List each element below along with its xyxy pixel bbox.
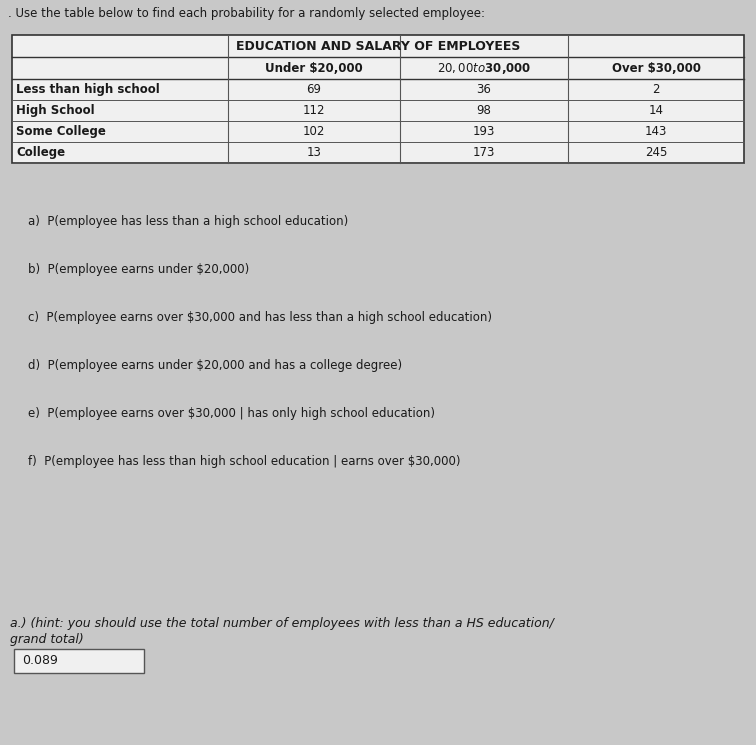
Text: 193: 193 <box>472 125 495 138</box>
Text: $20,00 to $30,000: $20,00 to $30,000 <box>437 60 531 75</box>
Text: f)  P(employee has less than high school education | earns over $30,000): f) P(employee has less than high school … <box>28 455 460 468</box>
Text: 98: 98 <box>476 104 491 117</box>
Text: Over $30,000: Over $30,000 <box>612 62 701 74</box>
Text: a.) (hint: you should use the total number of employees with less than a HS educ: a.) (hint: you should use the total numb… <box>10 617 554 630</box>
Text: 0.089: 0.089 <box>22 655 58 668</box>
Bar <box>14 649 144 673</box>
Text: a)  P(employee has less than a high school education): a) P(employee has less than a high schoo… <box>28 215 349 228</box>
Text: Some College: Some College <box>16 125 106 138</box>
Text: b)  P(employee earns under $20,000): b) P(employee earns under $20,000) <box>28 263 249 276</box>
Text: e)  P(employee earns over $30,000 | has only high school education): e) P(employee earns over $30,000 | has o… <box>28 407 435 420</box>
Bar <box>12 35 744 163</box>
Text: 173: 173 <box>472 146 495 159</box>
Text: College: College <box>16 146 65 159</box>
Text: 112: 112 <box>302 104 325 117</box>
Text: 14: 14 <box>649 104 664 117</box>
Text: High School: High School <box>16 104 94 117</box>
Text: grand total): grand total) <box>10 633 84 646</box>
Text: EDUCATION AND SALARY OF EMPLOYEES: EDUCATION AND SALARY OF EMPLOYEES <box>236 39 520 52</box>
Text: 143: 143 <box>645 125 668 138</box>
Text: 69: 69 <box>306 83 321 96</box>
Text: c)  P(employee earns over $30,000 and has less than a high school education): c) P(employee earns over $30,000 and has… <box>28 311 492 324</box>
Text: . Use the table below to find each probability for a randomly selected employee:: . Use the table below to find each proba… <box>8 7 485 20</box>
Text: 2: 2 <box>652 83 660 96</box>
Text: 13: 13 <box>307 146 321 159</box>
Text: 36: 36 <box>476 83 491 96</box>
Text: 102: 102 <box>303 125 325 138</box>
Text: Under $20,000: Under $20,000 <box>265 62 363 74</box>
Text: Less than high school: Less than high school <box>16 83 160 96</box>
Text: d)  P(employee earns under $20,000 and has a college degree): d) P(employee earns under $20,000 and ha… <box>28 359 402 372</box>
Text: 245: 245 <box>645 146 668 159</box>
